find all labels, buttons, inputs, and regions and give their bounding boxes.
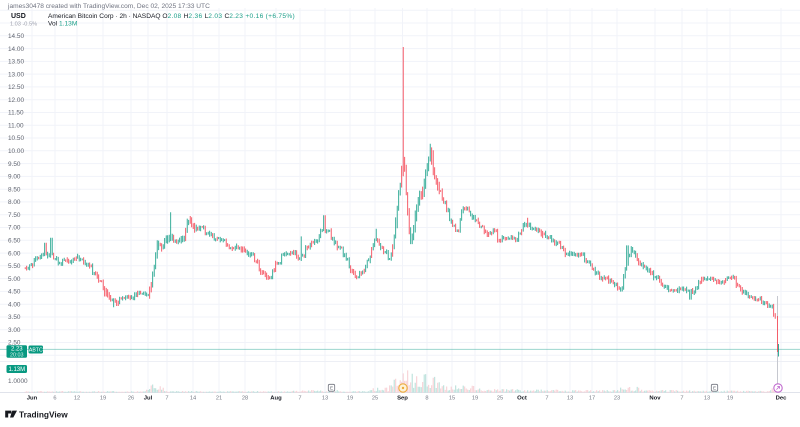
svg-text:6: 6 — [53, 396, 56, 402]
svg-text:1.0000: 1.0000 — [8, 378, 28, 385]
svg-text:E: E — [713, 386, 716, 391]
svg-text:17: 17 — [589, 396, 595, 402]
svg-text:11.50: 11.50 — [8, 110, 24, 117]
svg-text:28: 28 — [242, 396, 248, 402]
svg-text:Sep: Sep — [397, 396, 408, 402]
svg-text:4.50: 4.50 — [8, 289, 21, 296]
svg-text:6.50: 6.50 — [8, 238, 21, 245]
svg-text:ABTC: ABTC — [29, 348, 43, 354]
svg-text:American Bitcoin Corp · 2h · N: American Bitcoin Corp · 2h · NASDAQ O2.0… — [48, 13, 295, 20]
svg-text:3.50: 3.50 — [8, 314, 21, 321]
svg-text:Nov: Nov — [649, 396, 661, 402]
svg-text:25: 25 — [372, 396, 378, 402]
svg-text:Dec: Dec — [776, 396, 788, 402]
svg-text:9.50: 9.50 — [8, 161, 21, 168]
svg-text:14.50: 14.50 — [8, 33, 24, 40]
svg-text:20:03: 20:03 — [10, 353, 24, 359]
svg-text:12.50: 12.50 — [8, 84, 24, 91]
svg-text:11.00: 11.00 — [8, 123, 24, 130]
svg-text:7: 7 — [298, 396, 301, 402]
svg-text:Jul: Jul — [144, 396, 153, 402]
svg-text:13.50: 13.50 — [8, 59, 24, 66]
svg-text:E: E — [330, 386, 333, 391]
svg-text:3.00: 3.00 — [8, 327, 21, 334]
svg-text:USD: USD — [11, 13, 26, 20]
svg-text:19: 19 — [472, 396, 478, 402]
svg-text:21: 21 — [216, 396, 222, 402]
svg-text:4.00: 4.00 — [8, 301, 21, 308]
svg-text:7.50: 7.50 — [8, 212, 21, 219]
svg-text:14: 14 — [190, 396, 196, 402]
svg-text:13: 13 — [322, 396, 328, 402]
svg-text:19: 19 — [100, 396, 106, 402]
svg-text:19: 19 — [347, 396, 353, 402]
svg-text:25: 25 — [497, 396, 503, 402]
svg-text:19: 19 — [727, 396, 733, 402]
svg-text:2.23: 2.23 — [11, 347, 23, 353]
svg-text:Oct: Oct — [517, 396, 527, 402]
svg-text:Jun: Jun — [27, 396, 38, 402]
svg-text:14.00: 14.00 — [8, 46, 24, 53]
svg-text:8.50: 8.50 — [8, 186, 21, 193]
svg-text:13: 13 — [567, 396, 573, 402]
svg-text:9.00: 9.00 — [8, 174, 21, 181]
svg-text:Vol 1.13M: Vol 1.13M — [48, 21, 77, 28]
svg-text:7.00: 7.00 — [8, 225, 21, 232]
svg-text:1.13M: 1.13M — [8, 367, 25, 373]
svg-text:Aug: Aug — [270, 396, 282, 402]
svg-text:7: 7 — [165, 396, 168, 402]
svg-text:13: 13 — [704, 396, 710, 402]
svg-text:TradingView: TradingView — [19, 409, 68, 419]
svg-text:8: 8 — [425, 396, 428, 402]
svg-text:23: 23 — [614, 396, 620, 402]
svg-text:2.50: 2.50 — [8, 340, 21, 347]
svg-text:1.03 -0.5%: 1.03 -0.5% — [10, 22, 37, 28]
svg-text:13.00: 13.00 — [8, 71, 24, 78]
svg-text:10.00: 10.00 — [8, 148, 24, 155]
svg-text:5.50: 5.50 — [8, 263, 21, 270]
svg-text:26: 26 — [128, 396, 134, 402]
svg-text:8.00: 8.00 — [8, 199, 21, 206]
svg-text:12.00: 12.00 — [8, 97, 24, 104]
svg-text:7: 7 — [680, 396, 683, 402]
svg-text:5.00: 5.00 — [8, 276, 21, 283]
svg-text:10.50: 10.50 — [8, 135, 24, 142]
svg-text:12: 12 — [74, 396, 80, 402]
svg-text:6.00: 6.00 — [8, 250, 21, 257]
svg-text:15: 15 — [449, 396, 455, 402]
svg-text:7: 7 — [545, 396, 548, 402]
svg-text:james30478 created with Tradin: james30478 created with TradingView.com,… — [7, 3, 210, 10]
